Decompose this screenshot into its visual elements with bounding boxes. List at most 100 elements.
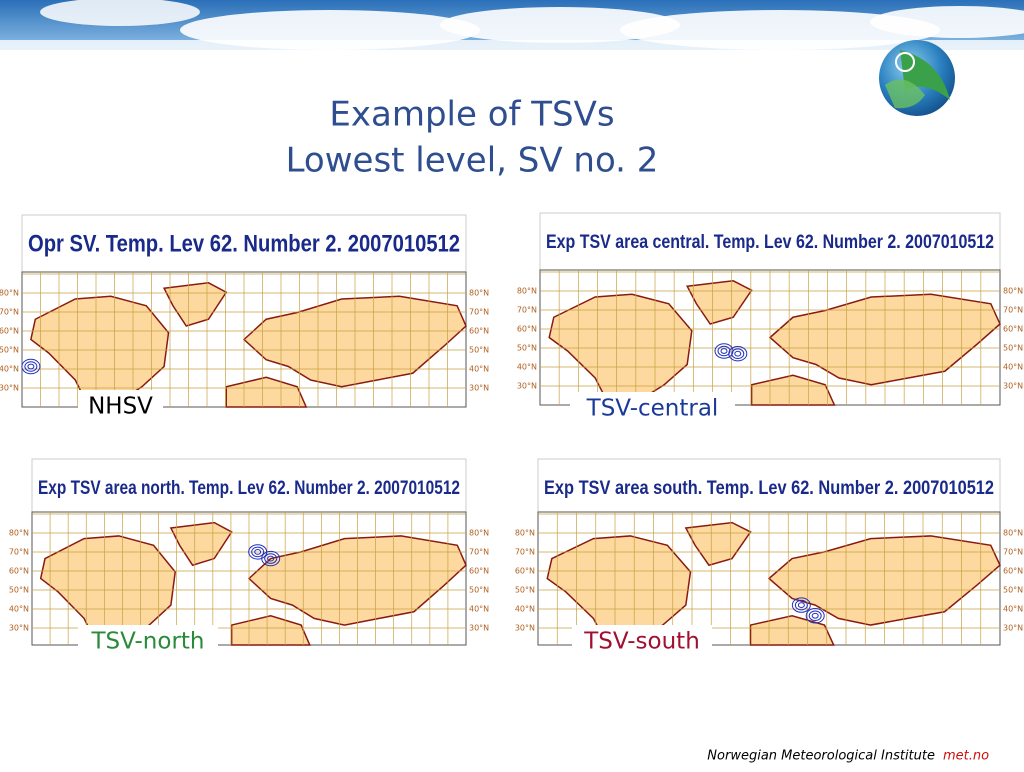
lat-label: 80°N: [0, 289, 19, 298]
lat-label: 30°N: [515, 624, 535, 633]
panel-label-box: [572, 625, 712, 657]
panel-label: TSV-south: [583, 629, 700, 655]
land: [230, 614, 311, 646]
map-panel: Opr SV. Temp. Lev 62. Number 2. 20070105…: [0, 214, 489, 422]
lat-label: 50°N: [469, 346, 489, 355]
lat-label: 30°N: [469, 624, 489, 633]
lat-label: 70°N: [515, 548, 535, 557]
panel-label-box: [78, 390, 163, 422]
sv-contour: [797, 602, 805, 608]
lat-label: 70°N: [9, 548, 29, 557]
lat-label: 30°N: [1003, 382, 1023, 391]
lat-label: 60°N: [469, 327, 489, 336]
lat-label: 60°N: [0, 327, 19, 336]
sv-contour: [267, 555, 275, 562]
lat-label: 70°N: [469, 548, 489, 557]
lat-label: 40°N: [0, 365, 19, 374]
sv-contour: [720, 348, 728, 354]
sv-contour: [731, 348, 745, 360]
lat-label: 80°N: [9, 529, 29, 538]
lat-label: 60°N: [1003, 567, 1023, 576]
lat-label: 60°N: [1003, 325, 1023, 334]
sky-banner: [0, 0, 1024, 65]
panel-title: Exp TSV area central. Temp. Lev 62. Numb…: [546, 232, 994, 253]
lat-label: 40°N: [515, 605, 535, 614]
land: [225, 376, 308, 408]
panel-title: Opr SV. Temp. Lev 62. Number 2. 20070105…: [28, 230, 460, 257]
panel-label: TSV-central: [586, 396, 719, 422]
lat-label: 50°N: [1003, 586, 1023, 595]
lat-label: 50°N: [0, 346, 19, 355]
lat-label: 80°N: [469, 289, 489, 298]
land: [750, 374, 836, 406]
sv-contour: [254, 549, 262, 555]
lat-label: 60°N: [9, 567, 29, 576]
lat-label: 30°N: [0, 384, 19, 393]
lat-label: 40°N: [1003, 605, 1023, 614]
lat-label: 30°N: [469, 384, 489, 393]
sv-contour: [805, 608, 825, 624]
slide-title: Example of TSVs: [329, 95, 614, 135]
lat-label: 30°N: [517, 382, 537, 391]
lat-label: 80°N: [517, 287, 537, 296]
panel-label: TSV-north: [90, 629, 204, 655]
land: [686, 280, 753, 325]
map-panel: Exp TSV area central. Temp. Lev 62. Numb…: [517, 212, 1023, 424]
map-panel: Exp TSV area north. Temp. Lev 62. Number…: [9, 458, 489, 657]
logo: [879, 40, 955, 116]
lat-label: 40°N: [9, 605, 29, 614]
map: [31, 511, 467, 646]
slide-title: Lowest level, SV no. 2: [286, 141, 659, 181]
map: [539, 269, 1001, 406]
lat-label: 70°N: [1003, 306, 1023, 315]
lat-label: 80°N: [1003, 287, 1023, 296]
sv-contour: [717, 345, 731, 357]
map-panel: Exp TSV area south. Temp. Lev 62. Number…: [515, 458, 1023, 657]
lat-label: 50°N: [1003, 344, 1023, 353]
lat-label: 40°N: [1003, 363, 1023, 372]
lat-label: 40°N: [517, 363, 537, 372]
sv-contour: [808, 610, 822, 622]
sv-contour: [811, 612, 819, 619]
lat-label: 60°N: [469, 567, 489, 576]
lat-label: 40°N: [469, 365, 489, 374]
lat-label: 50°N: [515, 586, 535, 595]
lat-label: 60°N: [517, 325, 537, 334]
sv-contour: [264, 553, 278, 564]
lat-label: 70°N: [0, 308, 19, 317]
panel-label-box: [78, 625, 218, 657]
sv-contour: [794, 599, 808, 611]
sv-contour: [728, 346, 748, 362]
panel-title: Exp TSV area south. Temp. Lev 62. Number…: [544, 478, 994, 499]
lat-label: 30°N: [1003, 624, 1023, 633]
lat-label: 70°N: [517, 306, 537, 315]
sv-contour: [27, 363, 35, 370]
lat-label: 70°N: [469, 308, 489, 317]
lat-label: 50°N: [517, 344, 537, 353]
sv-contour: [734, 350, 742, 357]
lat-label: 40°N: [469, 605, 489, 614]
lat-label: 80°N: [1003, 529, 1023, 538]
land: [30, 295, 170, 408]
map: [537, 511, 1001, 646]
lat-label: 80°N: [469, 529, 489, 538]
sv-contour: [791, 597, 811, 613]
land: [162, 282, 228, 327]
lat-label: 50°N: [9, 586, 29, 595]
footer-site: met.no: [943, 749, 989, 764]
sv-contour: [21, 358, 41, 375]
lat-label: 80°N: [515, 529, 535, 538]
land: [548, 293, 693, 406]
lat-label: 60°N: [515, 567, 535, 576]
panel-label-box: [570, 392, 735, 424]
sv-contour: [24, 361, 38, 372]
sv-contour: [261, 550, 281, 567]
sv-contour: [251, 546, 265, 558]
map: [21, 271, 467, 408]
panel-title: Exp TSV area north. Temp. Lev 62. Number…: [38, 478, 460, 499]
lat-label: 70°N: [1003, 548, 1023, 557]
footer-institute: Norwegian Meteorological Institute: [707, 749, 935, 764]
lat-label: 30°N: [9, 624, 29, 633]
panel-label: NHSV: [88, 394, 153, 420]
